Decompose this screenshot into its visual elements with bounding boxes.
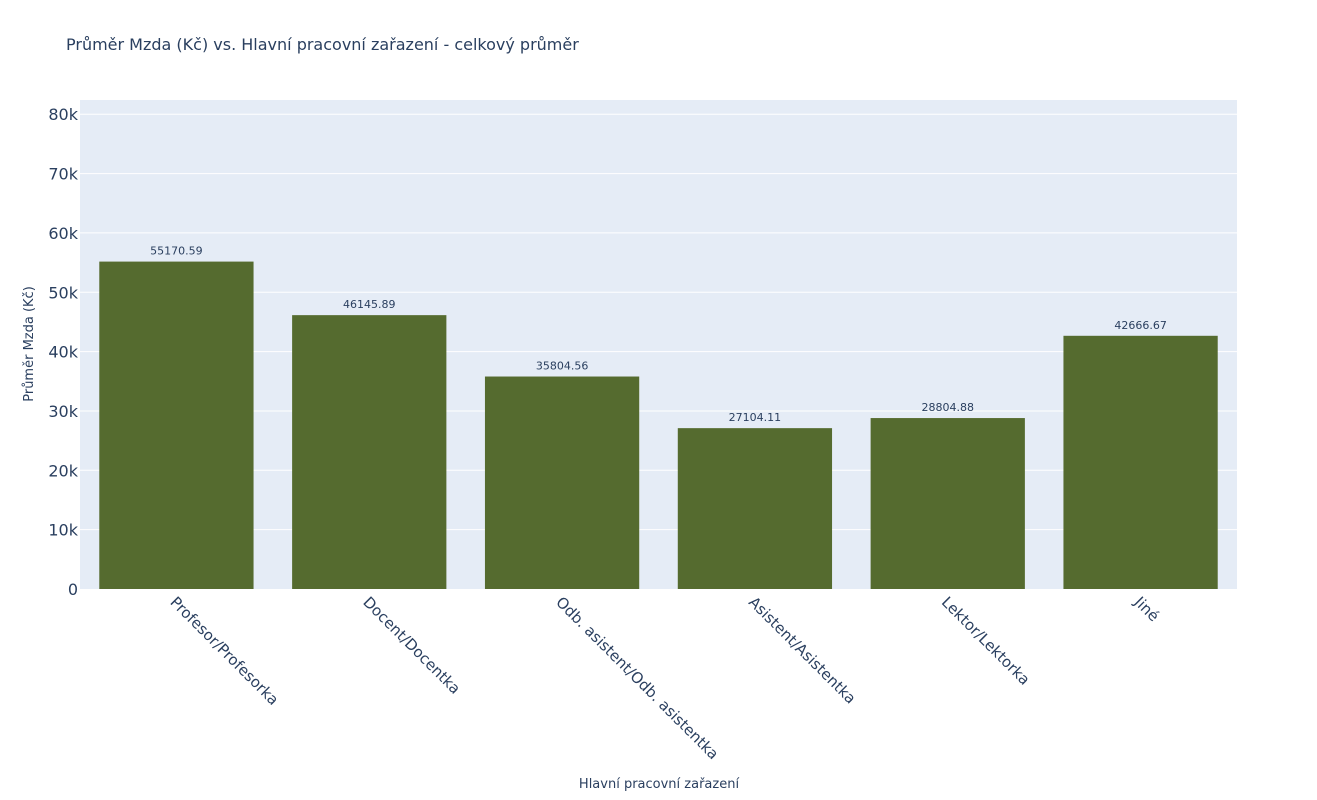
x-tick-label: Lektor/Lektorka [938,593,1034,689]
x-tick-label: Docent/Docentka [359,593,464,698]
x-tick-label: Jiné [1130,592,1163,625]
bar[interactable] [292,315,447,589]
bar-value-label: 46145.89 [343,298,396,311]
bar-value-label: 55170.59 [150,245,203,258]
bar[interactable] [1063,335,1218,589]
y-axis-ticks: 0 10k 20k 30k 40k 50k 60k 70k 80k [48,105,78,599]
bar[interactable] [677,428,833,589]
y-tick-label: 20k [48,461,78,480]
y-tick-label: 30k [48,402,78,421]
bar-value-label: 35804.56 [536,360,589,373]
x-tick-label: Odb. asistent/Odb. asistentka [552,593,722,763]
grid-lines [80,113,1237,531]
bar-value-labels: 55170.59 46145.89 35804.56 27104.11 28804.88… [150,245,1167,425]
y-tick-label: 60k [48,224,78,243]
bar-value-label: 42666.67 [1114,319,1167,332]
x-tick-label: Profesor/Profesorka [167,593,283,709]
y-tick-label: 80k [48,105,78,124]
y-tick-label: 50k [48,283,78,302]
bar-value-label: 28804.88 [922,401,975,414]
y-tick-label: 70k [48,165,78,184]
bar[interactable] [99,261,254,589]
bar[interactable] [484,376,640,589]
bar[interactable] [870,418,1025,589]
plot-area [80,100,1237,589]
x-axis-ticks: Profesor/Profesorka Docent/Docentka Odb. a… [167,592,1163,763]
y-tick-label: 10k [48,521,78,540]
y-axis-title: Průměr Mzda (Kč) [22,286,37,402]
x-axis-title: Hlavní pracovní zařazení [579,777,740,792]
y-tick-label: 40k [48,343,78,362]
chart-title: Průměr Mzda (Kč) vs. Hlavní pracovní zař… [66,35,579,54]
bar-value-label: 27104.11 [729,411,782,424]
y-tick-label: 0 [68,580,78,599]
x-tick-label: Asistent/Asistentka [745,593,859,707]
bars [99,261,1218,589]
